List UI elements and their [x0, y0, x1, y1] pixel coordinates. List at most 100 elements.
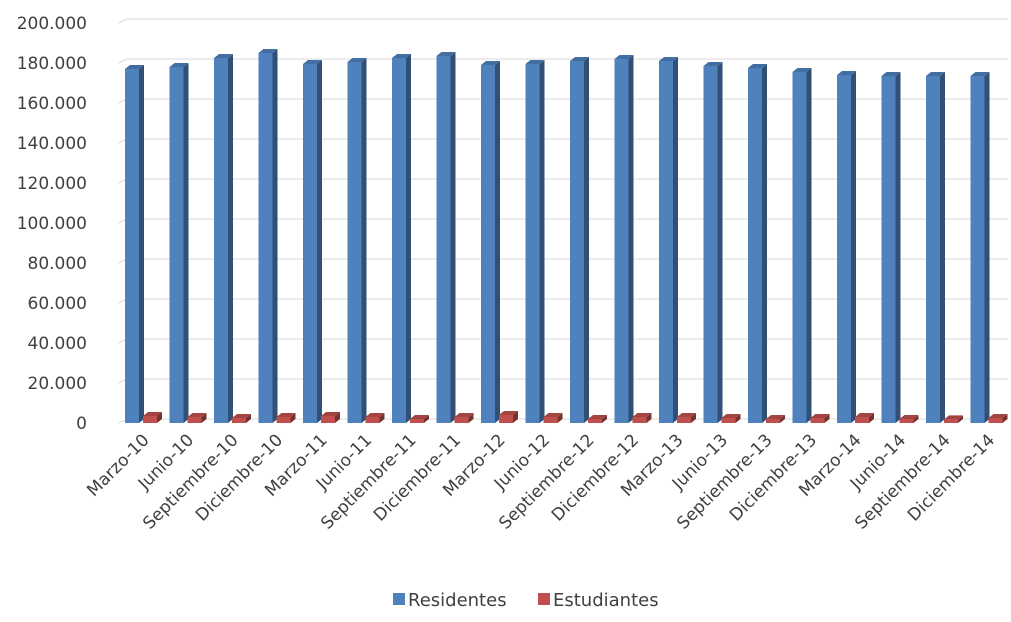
bar-top [143, 412, 162, 416]
bar-front [169, 67, 184, 423]
bar-side [539, 60, 545, 423]
bar-front [588, 419, 602, 423]
y-tick-label: 20.000 [28, 374, 87, 394]
y-tick-label: 140.000 [17, 134, 87, 154]
gridline [117, 418, 1008, 424]
bar-side [602, 415, 607, 423]
bar-front [614, 59, 629, 423]
legend-item-residentes: Residentes [393, 590, 507, 611]
bar-residentes [570, 57, 589, 423]
bar-front [347, 62, 362, 423]
gridline [117, 218, 1008, 224]
bar-side [717, 62, 723, 423]
bar-front [677, 417, 691, 423]
bar-top [614, 55, 634, 59]
bar-front [703, 66, 718, 423]
bar-side [406, 54, 411, 423]
bar-estudiantes [988, 414, 1008, 423]
legend-item-estudiantes: Estudiantes [538, 590, 659, 611]
bar-front [570, 61, 584, 423]
bar-estudiantes [321, 412, 340, 423]
bars [125, 49, 1008, 423]
bar-front [303, 64, 317, 423]
bar-estudiantes [499, 411, 518, 423]
bar-estudiantes [187, 413, 207, 423]
bar-residentes [436, 52, 456, 423]
x-axis: Marzo-10Junio-10Septiembre-10Diciembre-1… [83, 430, 999, 533]
bar-top [944, 415, 963, 420]
bar-side [157, 412, 162, 423]
y-tick-label: 40.000 [28, 334, 87, 354]
bar-front [766, 419, 780, 423]
bar-side [913, 415, 919, 423]
y-tick-label: 0 [76, 414, 87, 434]
bar-top [810, 414, 830, 418]
bar-side [317, 60, 322, 423]
bar-top [410, 415, 429, 419]
legend: Residentes Estudiantes [393, 590, 659, 611]
bar-top [703, 62, 723, 66]
bar-residentes [214, 54, 233, 423]
x-tick-label: Marzo-10 [83, 430, 153, 500]
bar-front [792, 72, 807, 423]
bar-side [272, 49, 278, 423]
bar-top [525, 60, 545, 64]
bar-top [276, 413, 296, 417]
bar-front [721, 418, 736, 423]
bar-side [895, 72, 901, 423]
bar-side [691, 413, 696, 423]
bar-residentes [303, 60, 322, 423]
bar-side [628, 55, 634, 423]
bar-side [468, 413, 474, 423]
bar-top [125, 65, 144, 69]
bar-front [321, 416, 335, 423]
bar-estudiantes [721, 414, 741, 423]
bar-residentes [881, 72, 901, 423]
bar-residentes [970, 72, 990, 423]
bar-front [214, 58, 228, 423]
bar-side [335, 412, 340, 423]
bar-top [632, 413, 652, 417]
gridline [117, 178, 1008, 184]
bar-residentes [169, 63, 189, 423]
bar-residentes [392, 54, 411, 423]
bar-top [258, 49, 278, 53]
bar-top [436, 52, 456, 56]
bar-top [766, 415, 785, 419]
bar-estudiantes [232, 414, 251, 423]
bar-front [525, 64, 540, 423]
bar-estudiantes [632, 413, 652, 423]
bar-estudiantes [944, 415, 963, 423]
bar-estudiantes [766, 415, 785, 423]
bar-side [824, 414, 830, 423]
bar-top [481, 61, 500, 65]
bar-top [881, 72, 901, 76]
bar-top [988, 414, 1008, 418]
bar-front [232, 418, 246, 423]
bar-side [958, 415, 963, 423]
y-tick-label: 100.000 [17, 214, 87, 234]
bar-estudiantes [855, 413, 874, 423]
bar-front [481, 65, 495, 423]
bar-residentes [525, 60, 545, 423]
bar-top [721, 414, 741, 418]
bar-top [321, 412, 340, 416]
bar-top [499, 411, 518, 415]
bar-side [984, 72, 990, 423]
gridline [117, 98, 1008, 104]
bar-top [570, 57, 589, 61]
bar-side [646, 413, 652, 423]
bar-residentes [258, 49, 278, 423]
bar-residentes [125, 65, 144, 423]
bar-side [940, 72, 945, 423]
bar-residentes [837, 71, 856, 423]
bar-top [303, 60, 322, 64]
bar-front [881, 76, 896, 423]
bar-residentes [347, 58, 367, 423]
bar-residentes [792, 68, 812, 423]
bar-front [143, 416, 157, 423]
bar-residentes [481, 61, 500, 423]
bar-top [837, 71, 856, 75]
